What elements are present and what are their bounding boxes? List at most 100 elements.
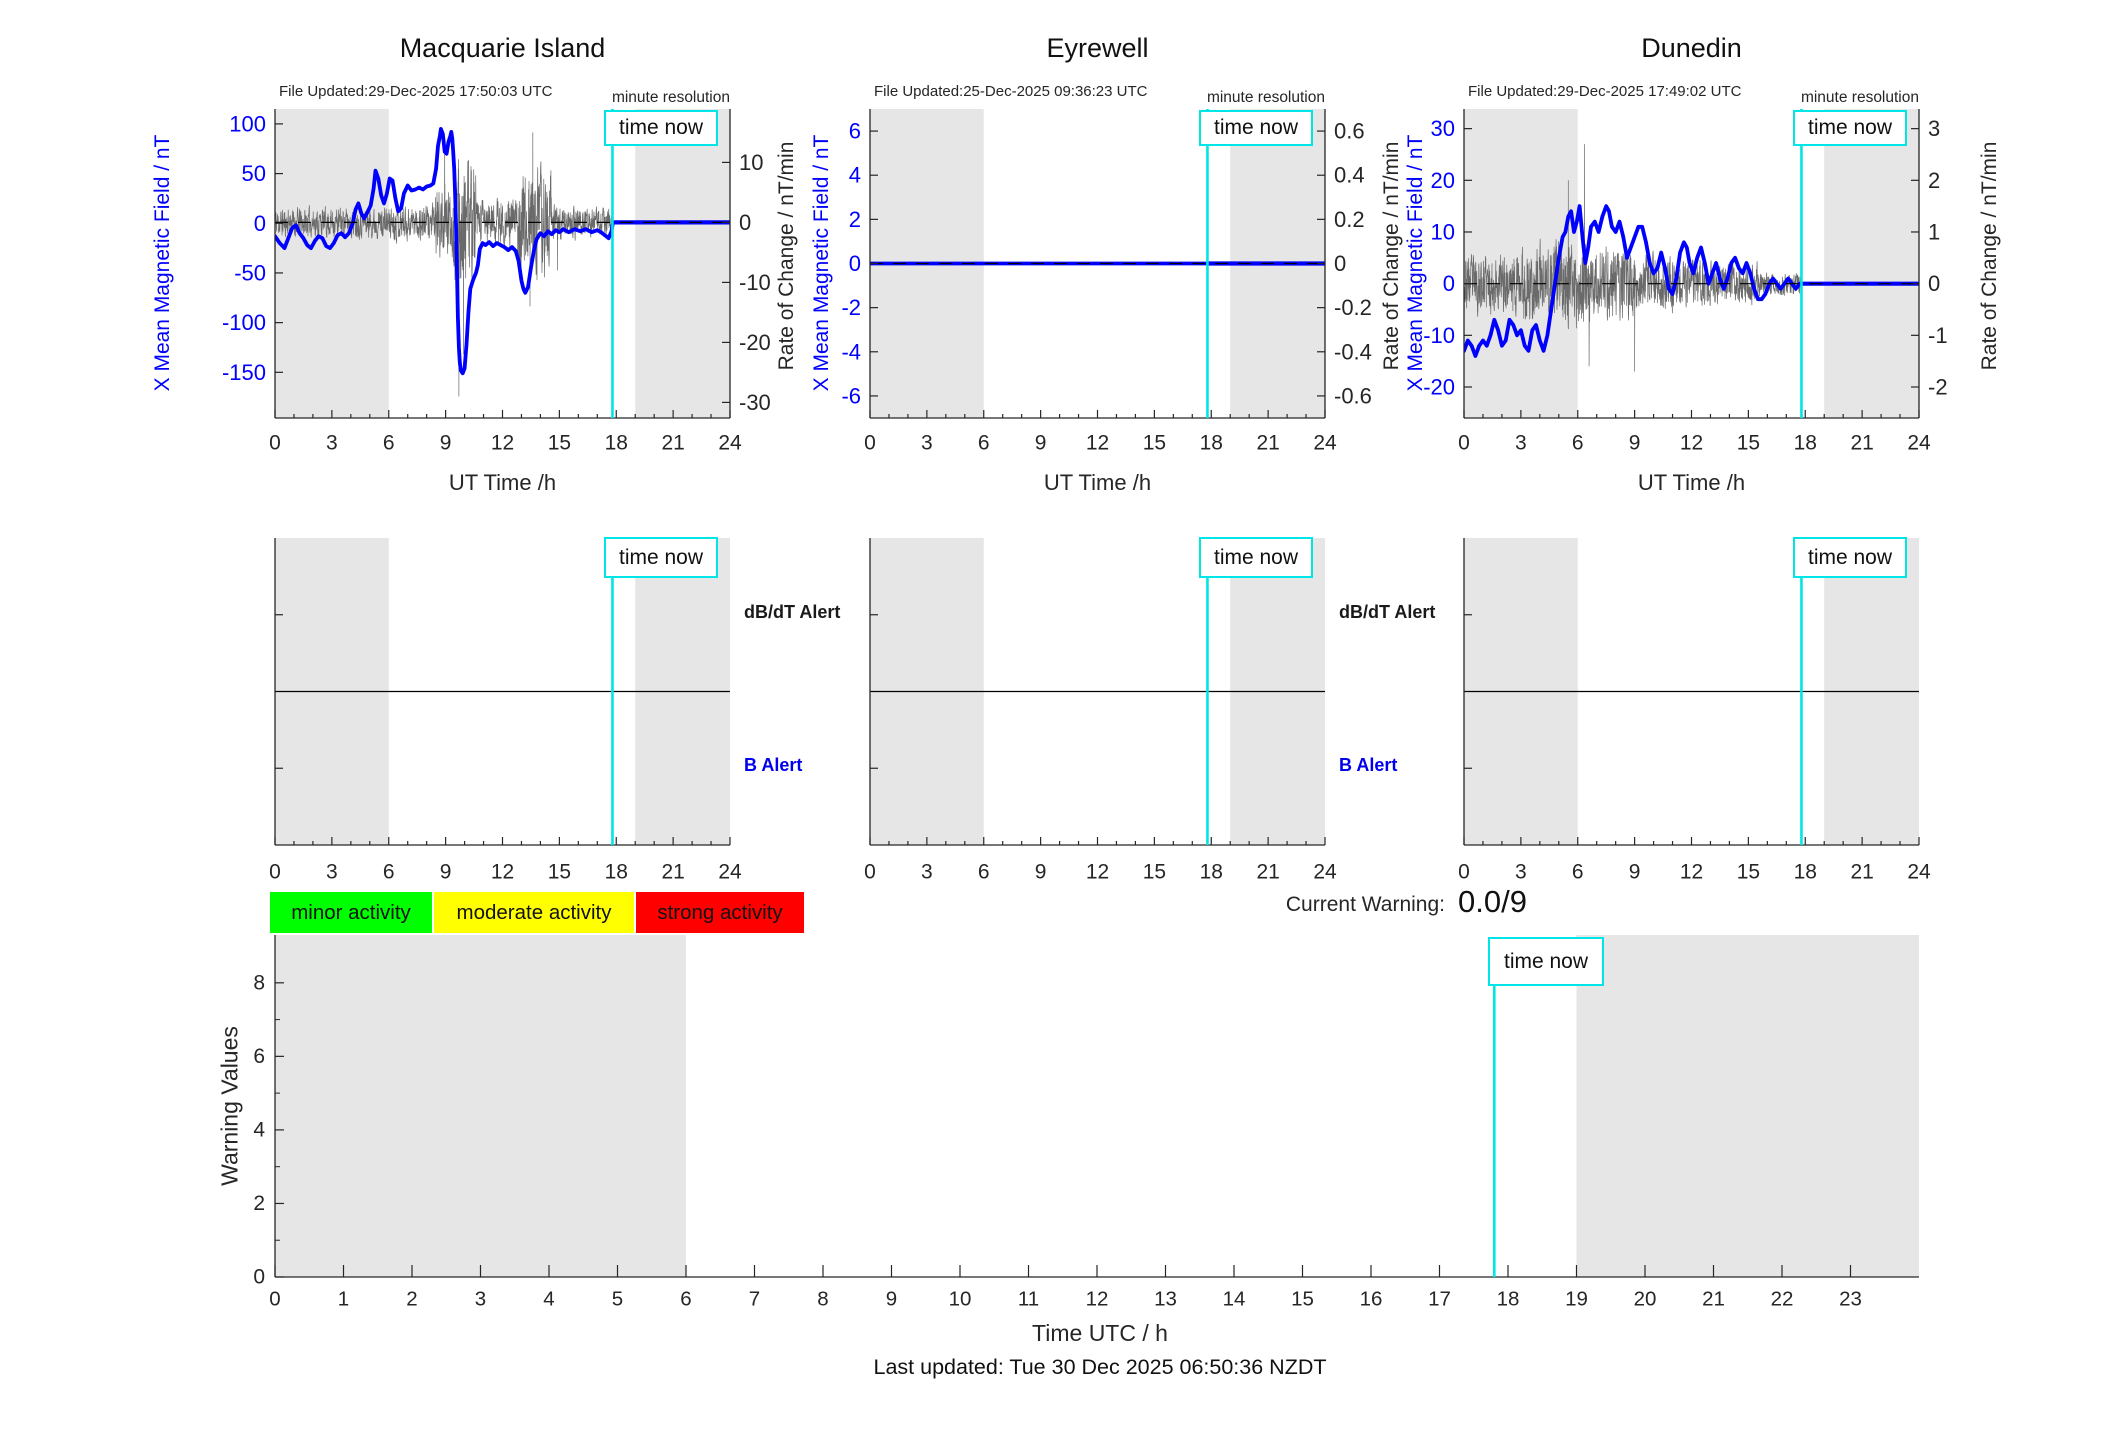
tick-label: 15 xyxy=(1143,861,1166,884)
tick-label: 0 xyxy=(1458,861,1470,884)
tick-label: 18 xyxy=(1200,432,1223,455)
tick-label: 6 xyxy=(253,1045,265,1068)
tick-label: 19 xyxy=(1565,1288,1588,1311)
b-alert-label: B Alert xyxy=(744,755,803,775)
night-shading xyxy=(1576,935,1919,1277)
time-now-badge: time now xyxy=(604,537,718,578)
tick-label: 9 xyxy=(440,861,452,884)
tick-label: 3 xyxy=(1515,432,1527,455)
file-updated-dunedin: File Updated:29-Dec-2025 17:49:02 UTC xyxy=(1468,83,1742,100)
tick-label: 0.4 xyxy=(1334,163,1365,188)
y-axis-label-rate-of-change: Rate of Change / nT/min xyxy=(775,141,798,371)
tick-label: 20 xyxy=(1431,168,1455,193)
tick-label: -2 xyxy=(1928,374,1948,399)
tick-label: 21 xyxy=(1256,432,1279,455)
tick-label: 21 xyxy=(1850,861,1873,884)
tick-label: 18 xyxy=(605,861,628,884)
tick-label: 6 xyxy=(1572,861,1584,884)
tick-label: 24 xyxy=(718,861,742,884)
tick-label: 21 xyxy=(661,432,684,455)
night-shading xyxy=(275,109,389,418)
last-updated-text: Last updated: Tue 30 Dec 2025 06:50:36 N… xyxy=(873,1355,1327,1379)
night-shading xyxy=(1824,109,1919,418)
tick-label: -20 xyxy=(739,330,771,355)
tick-label: -20 xyxy=(1423,374,1455,399)
tick-label: 9 xyxy=(1629,432,1641,455)
tick-label: 0.2 xyxy=(1334,207,1365,232)
station-title-dunedin: Dunedin xyxy=(1641,33,1742,63)
tick-label: 20 xyxy=(1634,1288,1657,1311)
tick-label: 24 xyxy=(1313,432,1337,455)
tick-label: 2 xyxy=(1928,168,1940,193)
tick-label: 5 xyxy=(612,1288,623,1311)
tick-label: 50 xyxy=(242,161,266,186)
tick-label: 0 xyxy=(269,861,281,884)
tick-label: -50 xyxy=(234,260,266,285)
tick-label: 0 xyxy=(1443,271,1455,296)
minute-resolution-label: minute resolution xyxy=(1206,89,1325,106)
tick-label: -0.2 xyxy=(1334,295,1372,320)
tick-label: 12 xyxy=(1086,1288,1109,1311)
y-axis-label-mean-field: X Mean Magnetic Field / nT xyxy=(151,134,174,392)
tick-label: 3 xyxy=(1515,861,1527,884)
x-axis-label-ut-time: UT Time /h xyxy=(1043,470,1152,495)
tick-label: 3 xyxy=(921,861,933,884)
dbdt-alert-label: dB/dT Alert xyxy=(1339,602,1436,622)
tick-label: 12 xyxy=(1680,432,1703,455)
minute-resolution-label: minute resolution xyxy=(611,89,730,106)
tick-label: 30 xyxy=(1431,116,1455,141)
series-main xyxy=(1464,204,1804,358)
tick-label: 23 xyxy=(1839,1288,1862,1311)
tick-label: 0 xyxy=(739,210,751,235)
tick-label: 1 xyxy=(1928,219,1940,244)
tick-label: 4 xyxy=(253,1118,265,1141)
tick-label: -2 xyxy=(841,295,861,320)
tick-label: -1 xyxy=(1928,323,1948,348)
tick-label: -0.4 xyxy=(1334,339,1372,364)
file-updated-eyrewell: File Updated:25-Dec-2025 09:36:23 UTC xyxy=(874,83,1148,100)
tick-label: 24 xyxy=(1907,432,1931,455)
file-updated-macquarie: File Updated:29-Dec-2025 17:50:03 UTC xyxy=(279,83,553,100)
tick-label: 2 xyxy=(253,1192,265,1215)
tick-label: 1 xyxy=(338,1288,349,1311)
tick-label: 12 xyxy=(1680,861,1703,884)
tick-label: 12 xyxy=(491,432,514,455)
tick-label: 3 xyxy=(326,861,338,884)
tick-label: 18 xyxy=(1794,861,1817,884)
tick-label: 21 xyxy=(1850,432,1873,455)
tick-label: 21 xyxy=(1702,1288,1725,1311)
tick-label: 6 xyxy=(680,1288,691,1311)
tick-label: -4 xyxy=(841,339,861,364)
tick-label: 13 xyxy=(1154,1288,1177,1311)
tick-label: 6 xyxy=(849,119,861,144)
tick-label: 21 xyxy=(1256,861,1279,884)
tick-label: 15 xyxy=(1143,432,1166,455)
tick-label: 18 xyxy=(1200,861,1223,884)
x-axis-label-ut-time: UT Time /h xyxy=(448,470,557,495)
tick-label: 0 xyxy=(269,1288,280,1311)
y-axis-label-mean-field: X Mean Magnetic Field / nT xyxy=(810,134,833,392)
tick-label: 24 xyxy=(1313,861,1337,884)
tick-label: 14 xyxy=(1223,1288,1246,1311)
tick-label: 24 xyxy=(718,432,742,455)
y-axis-label-rate-of-change: Rate of Change / nT/min xyxy=(1380,141,1403,371)
current-warning-value: 0.0/9 xyxy=(1458,884,1527,919)
tick-label: 22 xyxy=(1771,1288,1794,1311)
tick-label: -0.6 xyxy=(1334,383,1372,408)
tick-label: 0 xyxy=(1928,271,1940,296)
current-warning-label: Current Warning: xyxy=(1285,893,1445,916)
time-now-badge: time now xyxy=(1199,110,1313,146)
night-shading xyxy=(635,109,730,418)
tick-label: 7 xyxy=(749,1288,760,1311)
tick-label: 17 xyxy=(1428,1288,1451,1311)
tick-label: 15 xyxy=(1737,861,1760,884)
tick-label: 15 xyxy=(548,861,571,884)
tick-label: 6 xyxy=(383,432,395,455)
x-axis-label-ut-time: UT Time /h xyxy=(1637,470,1746,495)
tick-label: 12 xyxy=(1086,861,1109,884)
y-axis-label-warning-values: Warning Values xyxy=(216,1026,243,1186)
tick-label: 2 xyxy=(849,207,861,232)
station-title-eyrewell: Eyrewell xyxy=(1046,33,1149,63)
time-now-badge: time now xyxy=(604,110,718,146)
